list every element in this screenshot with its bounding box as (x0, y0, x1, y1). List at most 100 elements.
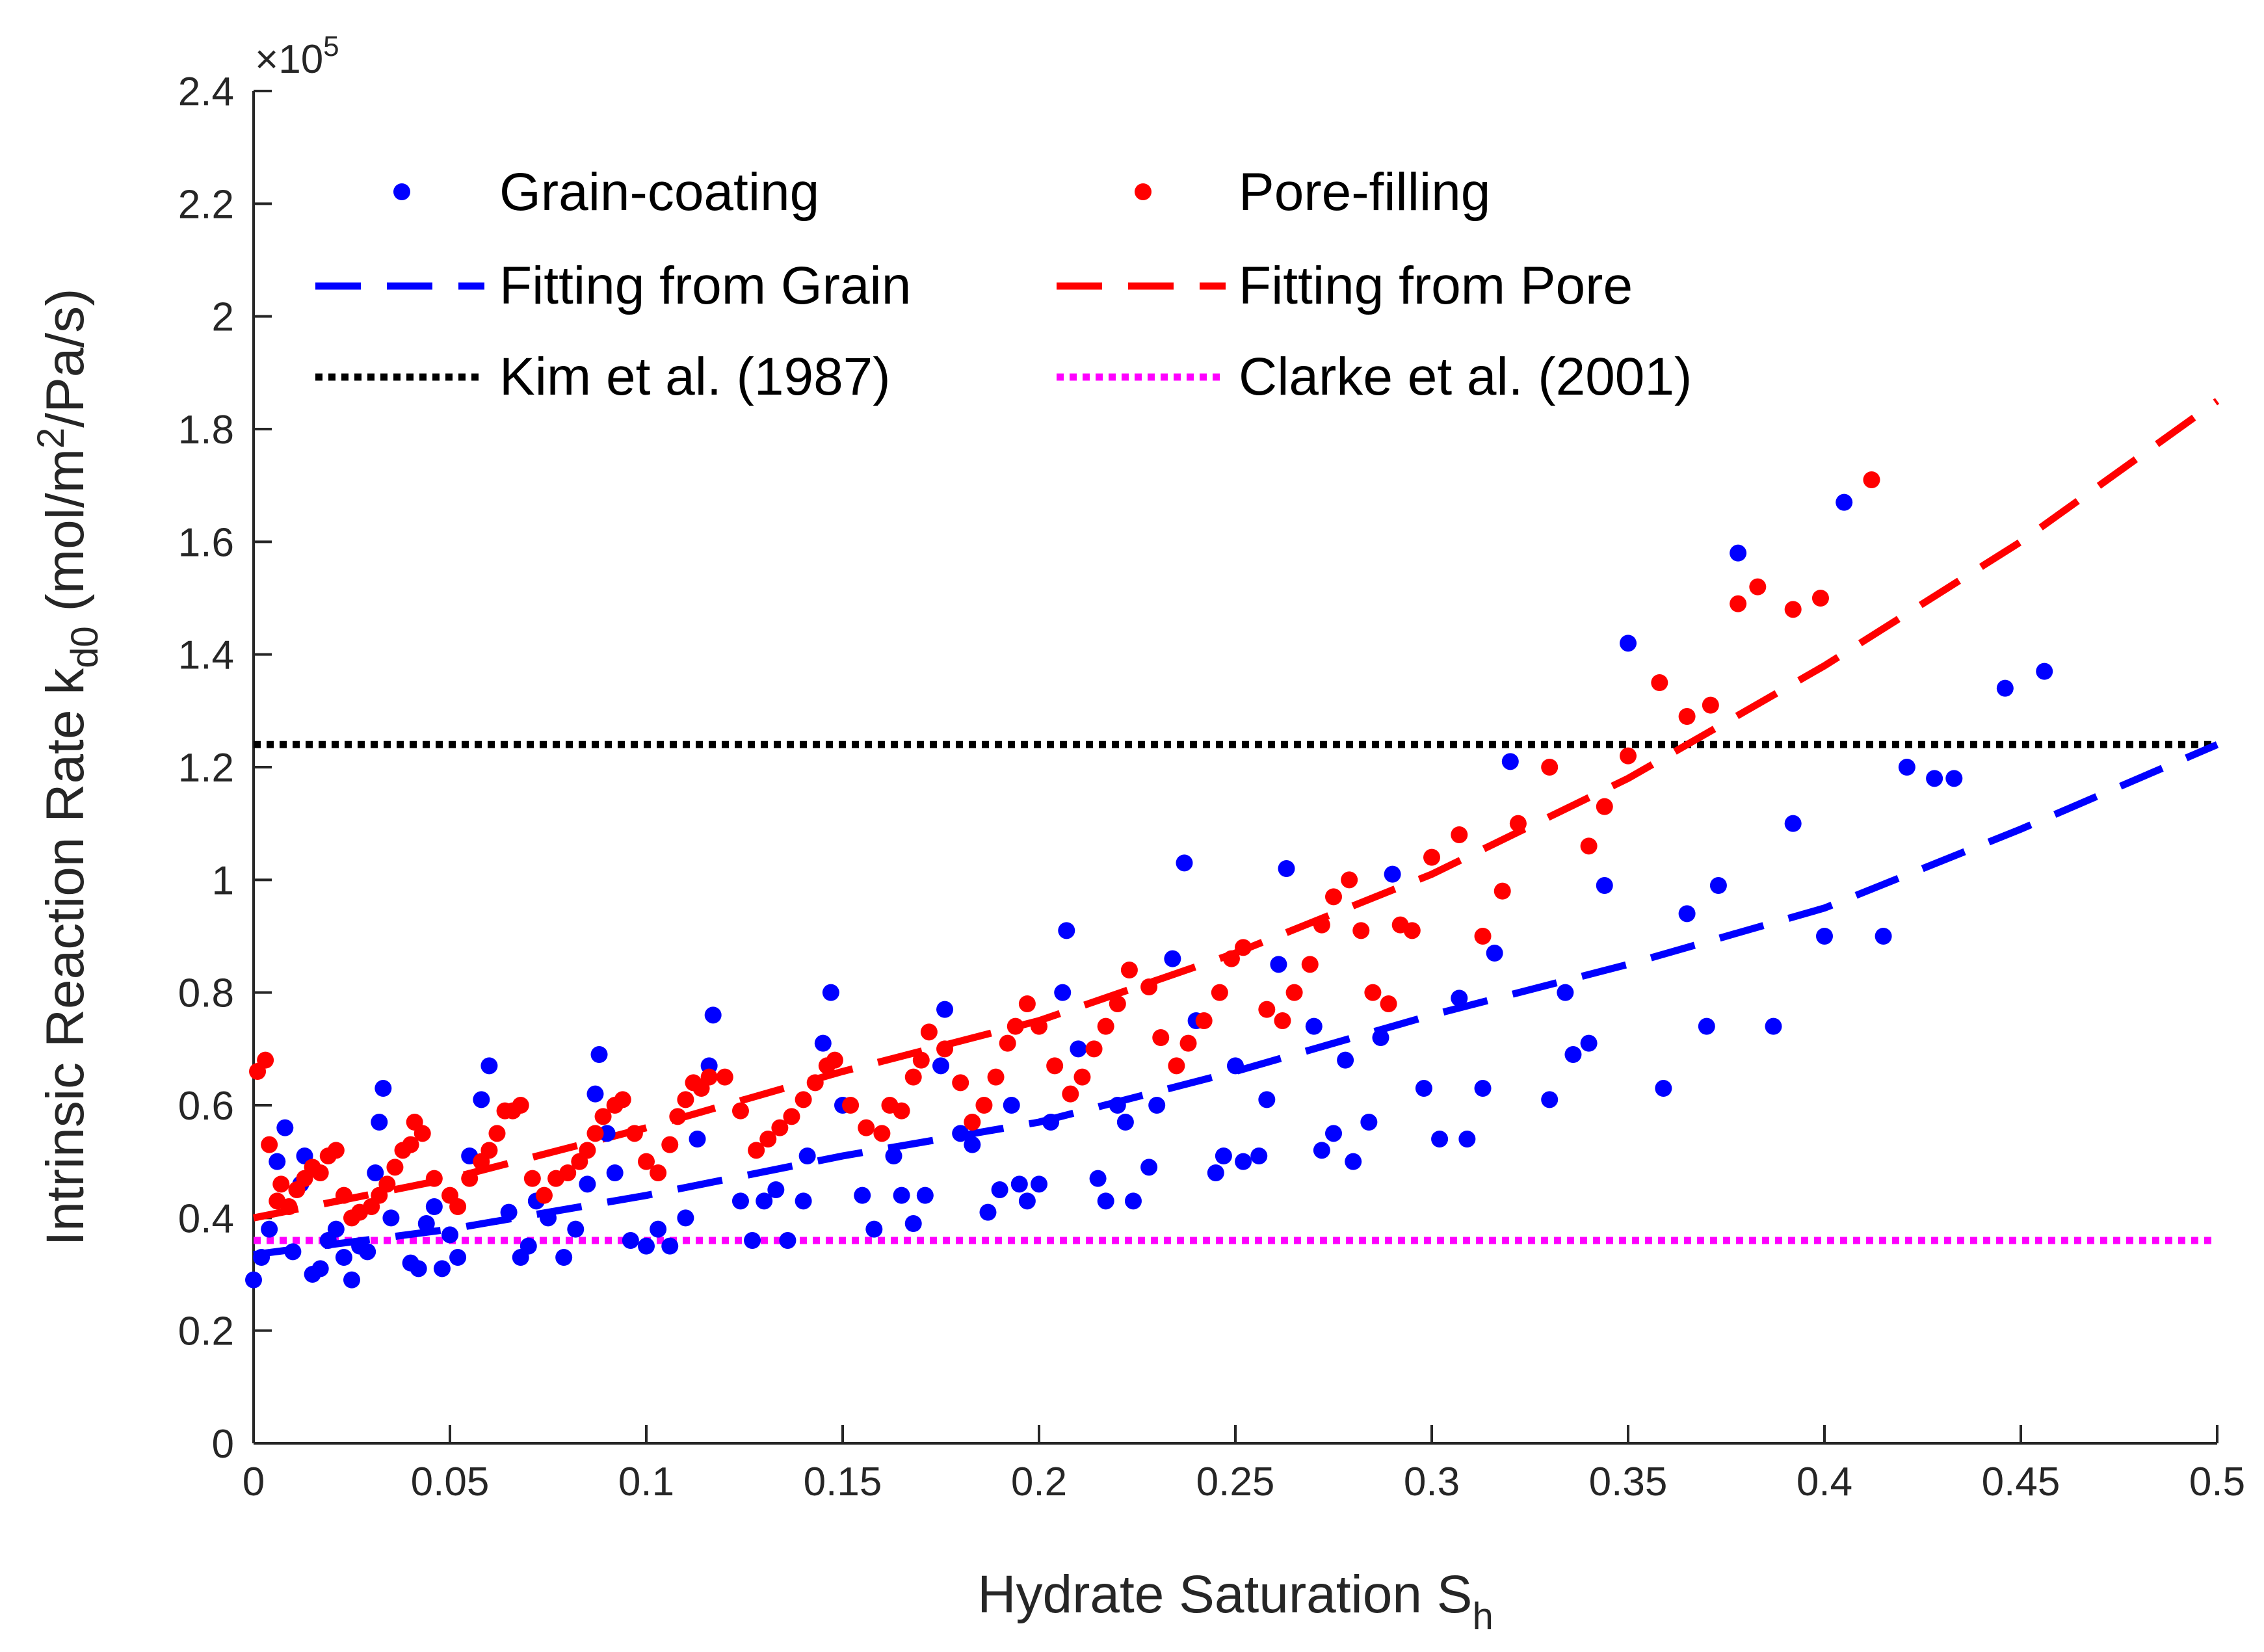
pore-filling-point (461, 1170, 479, 1187)
x-tick-label: 0 (243, 1460, 265, 1504)
ticks: 0 0.05 0.1 0.15 0.2 0.25 0.3 0.35 0.4 0.45 0.5 0 0.2… (178, 70, 2245, 1504)
y-tick-label: 0.6 (178, 1084, 234, 1129)
pore-filling-point (257, 1051, 274, 1069)
grain-coating-point (284, 1243, 302, 1261)
pore-filling-point (1325, 888, 1342, 906)
pore-filling-point (1580, 837, 1598, 855)
grain-coating-point (1431, 1131, 1449, 1147)
grain-coating-point (1709, 877, 1727, 894)
x-tick-label: 0.1 (618, 1460, 674, 1504)
grain-coating-point (425, 1198, 443, 1215)
grain-coating-point (253, 1249, 270, 1266)
grain-coating-point (1415, 1080, 1432, 1097)
pore-filling-point (858, 1119, 875, 1136)
grain-coating-point (606, 1164, 624, 1181)
y-tick-label: 2 (212, 295, 234, 340)
x-tick-label: 0.5 (2189, 1460, 2245, 1504)
grain-coating-point (433, 1260, 451, 1278)
grain-coating-point (822, 984, 839, 1001)
grain-coating-point (1765, 1017, 1782, 1035)
pore-filling-point (1863, 471, 1880, 488)
pore-filling-point (1168, 1057, 1185, 1075)
grain-coating-point (1054, 984, 1072, 1001)
pore-filling-point (311, 1164, 329, 1181)
grain-coating-point (367, 1164, 384, 1181)
pore-filling-point (999, 1034, 1016, 1052)
y-axis-title: Intrinsic Reaction Rate kd0 (mol/m2/Pa/s… (30, 289, 106, 1246)
grain-coating-point (371, 1114, 388, 1131)
grain-coating-point (1270, 956, 1287, 973)
pore-filling-point (677, 1091, 694, 1108)
grain-coating-point (1655, 1080, 1672, 1097)
pore-filling-point (378, 1175, 396, 1193)
pore-filling-point (1222, 950, 1240, 967)
y-tick-label: 1.8 (178, 408, 234, 452)
pore-filling-point (1097, 1017, 1114, 1035)
grain-coating-point (1875, 928, 1892, 945)
pore-filling-point (1749, 578, 1767, 596)
grain-coating-point (261, 1220, 278, 1238)
legend-marker-grain-coating (393, 183, 410, 200)
pore-filling-point (1285, 984, 1303, 1001)
pore-filling-point (1702, 696, 1719, 714)
pore-filling-point (1195, 1012, 1213, 1029)
grain-coating-point (441, 1226, 458, 1244)
pore-filling-point (1352, 922, 1370, 939)
grain-coating-point (1070, 1040, 1087, 1058)
grain-coating-point (520, 1237, 537, 1255)
grain-coating-point (579, 1175, 596, 1193)
pore-filling-point (1494, 882, 1511, 900)
grain-coating-point (952, 1125, 969, 1142)
grain-coating-point (480, 1057, 498, 1075)
grain-coating-point (1278, 860, 1295, 877)
legend-label-fitting-pore: Fitting from Pore (1239, 256, 1633, 315)
pore-filling-point (1620, 747, 1637, 765)
pore-filling-point (1596, 798, 1613, 815)
pore-filling-point (1235, 939, 1252, 956)
y-tick-label: 0 (212, 1422, 234, 1467)
grain-coating-point (410, 1260, 427, 1278)
grain-coating-point (731, 1192, 749, 1210)
pore-filling-point (1364, 984, 1382, 1001)
grain-coating-point (1313, 1142, 1330, 1159)
grain-coating-point (375, 1080, 392, 1097)
grain-coating-point (814, 1034, 832, 1052)
grain-coating-point (1003, 1097, 1020, 1114)
y-tick-label: 1.6 (178, 520, 234, 565)
pore-filling-point (669, 1108, 687, 1125)
pore-filling-point (335, 1187, 352, 1204)
grain-coating-point (1557, 984, 1574, 1001)
pore-filling-point (261, 1136, 278, 1153)
pore-filling-point (425, 1170, 443, 1187)
grain-coating-point (865, 1220, 883, 1238)
grain-coating-point (991, 1181, 1008, 1198)
grain-coating-point (1360, 1114, 1378, 1131)
pore-filling-point (1062, 1085, 1079, 1103)
grain-coating-point (1031, 1175, 1047, 1193)
pore-filling-point (272, 1175, 290, 1193)
pore-filling-point (1301, 956, 1319, 973)
grain-coating-point (2036, 662, 2053, 680)
grain-coating-point (932, 1057, 949, 1075)
grain-coating-point (622, 1232, 639, 1249)
pore-filling-point (1509, 815, 1527, 832)
grain-coating-point (1458, 1131, 1476, 1147)
pore-filling-point (1730, 595, 1747, 612)
grain-coating-point (1250, 1147, 1268, 1164)
grain-coating-point (343, 1271, 360, 1289)
pore-filling-point (1120, 962, 1138, 978)
grain-coating-point (1501, 753, 1519, 770)
grain-coating-point (689, 1131, 706, 1147)
grain-coating-point (1258, 1091, 1276, 1108)
x-tick-label: 0.3 (1404, 1460, 1460, 1504)
pore-filling-point (1474, 928, 1492, 945)
pore-filling-point (414, 1125, 431, 1142)
pore-filling-point (936, 1040, 954, 1058)
grain-coating-point (276, 1119, 294, 1136)
pore-filling-point (1179, 1034, 1197, 1052)
pore-filling-point (523, 1170, 541, 1187)
pore-filling-point (559, 1164, 577, 1181)
pore-filling-point (806, 1074, 824, 1092)
grain-coating-point (1124, 1192, 1142, 1210)
legend-label-pore-filling: Pore-filling (1239, 163, 1490, 222)
